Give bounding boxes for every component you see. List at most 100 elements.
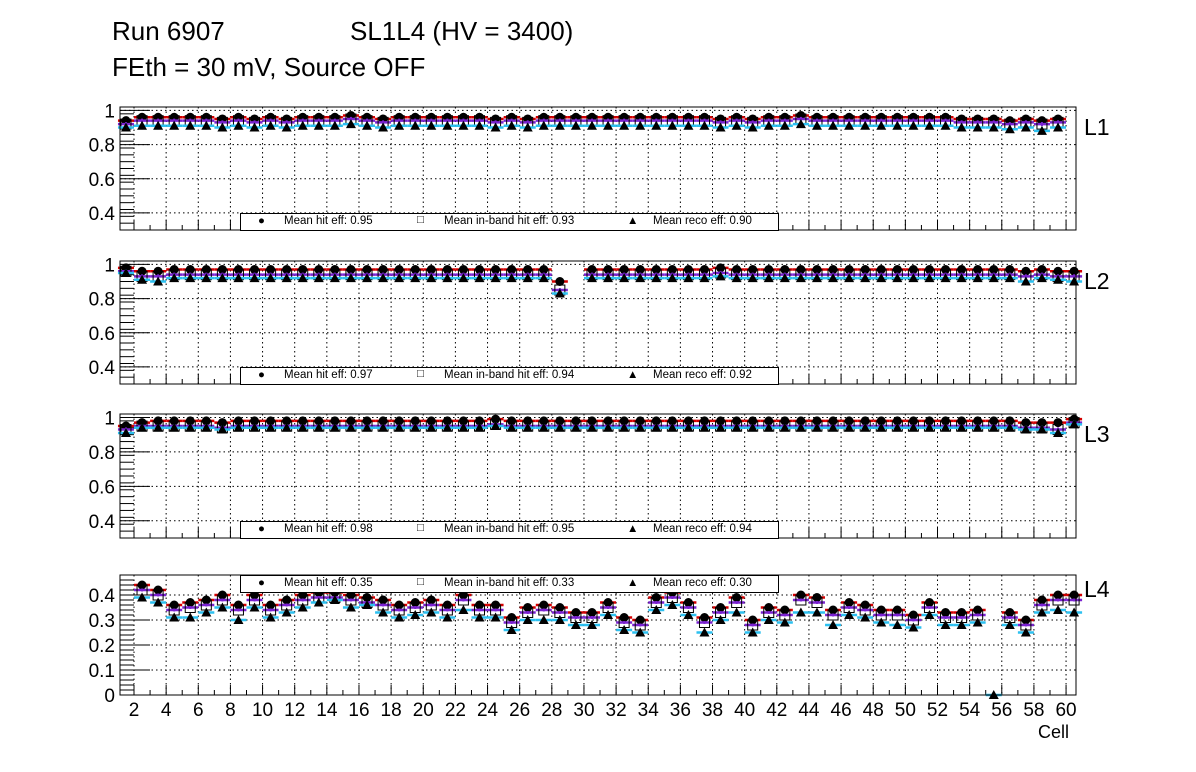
data-point-reco xyxy=(763,615,774,624)
data-point-reco xyxy=(844,120,855,130)
x-tick-label: 36 xyxy=(670,700,691,721)
data-point-reco xyxy=(683,120,694,130)
square-marker-icon: □ xyxy=(417,522,424,534)
data-point-reco xyxy=(506,273,517,283)
data-point-hit xyxy=(1053,418,1063,428)
data-point-reco xyxy=(619,625,630,634)
data-point-reco xyxy=(1036,424,1047,434)
data-point-reco xyxy=(169,120,180,130)
legend-l3: ● Mean hit eff: 0.98 □ Mean in-band hit ef… xyxy=(240,521,779,539)
data-point-reco xyxy=(297,602,308,612)
panel-label-l3: L3 xyxy=(1084,421,1110,447)
data-point-reco xyxy=(1020,276,1031,286)
data-point-reco xyxy=(554,288,565,298)
data-point-reco xyxy=(281,607,292,617)
data-point-reco xyxy=(313,422,324,432)
y-tick-label: 0.4 xyxy=(89,586,116,607)
data-point-reco xyxy=(378,607,389,617)
data-point-reco xyxy=(538,273,549,283)
data-point-reco xyxy=(249,422,260,432)
data-point-reco xyxy=(506,625,517,634)
data-point-reco xyxy=(619,120,630,130)
data-point-reco xyxy=(249,602,260,612)
data-point-reco xyxy=(490,273,501,283)
x-tick-label: 56 xyxy=(991,700,1012,721)
data-point-reco xyxy=(635,422,646,432)
data-point-reco xyxy=(683,273,694,283)
data-point-reco xyxy=(795,273,806,283)
y-tick-label: 0.2 xyxy=(89,636,115,657)
data-point-reco xyxy=(570,120,581,130)
data-point-reco xyxy=(972,122,983,132)
x-tick-label: 46 xyxy=(831,700,852,721)
data-point-reco xyxy=(297,120,308,130)
data-point-reco xyxy=(1004,124,1015,134)
data-point-reco xyxy=(538,615,549,624)
legend-inband: Mean in-band hit eff: 0.94 xyxy=(444,369,575,381)
data-point-reco xyxy=(538,422,549,432)
x-tick-label: 42 xyxy=(766,700,787,721)
data-point-reco xyxy=(474,273,485,283)
legend-reco: Mean reco eff: 0.30 xyxy=(653,577,752,589)
data-point-reco xyxy=(715,615,726,624)
data-point-reco xyxy=(747,273,758,283)
data-point-reco xyxy=(120,427,131,437)
data-point-reco xyxy=(281,122,292,132)
data-point-reco xyxy=(249,122,260,132)
data-point-reco xyxy=(506,422,517,432)
data-point-reco xyxy=(362,273,373,283)
data-point-reco xyxy=(1036,125,1047,135)
data-point-reco xyxy=(522,122,533,132)
legend-l1: ● Mean hit eff: 0.95 □ Mean in-band hit ef… xyxy=(240,213,779,231)
data-point-reco xyxy=(1053,122,1064,132)
data-point-reco xyxy=(1069,276,1080,286)
x-axis-label: Cell xyxy=(1038,722,1070,742)
data-point-reco xyxy=(1020,122,1031,132)
data-point-reco xyxy=(394,612,405,622)
data-point-reco xyxy=(763,422,774,432)
panel-l2: 0.4 0.6 0.8 1 xyxy=(89,255,1083,385)
y-tick-label: 1 xyxy=(104,255,115,276)
data-point-reco xyxy=(474,612,485,622)
y-tick-label: 1 xyxy=(104,101,115,122)
x-tick-label: 2 xyxy=(129,700,140,721)
data-point-reco xyxy=(506,120,517,130)
series-reco xyxy=(117,419,1083,437)
data-point-reco xyxy=(345,602,356,612)
series-inband xyxy=(134,584,1083,631)
data-point-reco xyxy=(442,422,453,432)
data-point-reco xyxy=(795,607,806,617)
x-tick-label: 52 xyxy=(927,700,948,721)
data-point-reco xyxy=(1069,607,1080,617)
data-point-reco xyxy=(329,120,340,130)
panel-label-l4: L4 xyxy=(1084,576,1110,602)
data-point-reco xyxy=(844,422,855,432)
circle-marker-icon: ● xyxy=(258,577,265,589)
data-point-reco xyxy=(811,120,822,130)
x-tick-label: 14 xyxy=(316,700,338,721)
data-point-reco xyxy=(313,120,324,130)
data-point-reco xyxy=(153,276,164,286)
data-point-reco xyxy=(153,597,164,607)
data-point-reco xyxy=(972,617,983,627)
data-point-reco xyxy=(779,617,790,627)
data-point-reco xyxy=(924,120,935,130)
data-point-reco xyxy=(201,422,212,432)
data-point-reco xyxy=(956,620,967,629)
data-point-reco xyxy=(924,273,935,283)
data-point-reco xyxy=(185,612,196,622)
y-tick-label: 0.6 xyxy=(89,170,115,191)
y-tick-label: 0.4 xyxy=(89,204,116,225)
data-point-reco xyxy=(490,122,501,132)
data-point-reco xyxy=(779,273,790,283)
data-point-reco xyxy=(217,273,228,283)
data-point-reco xyxy=(522,422,533,432)
data-point-reco xyxy=(137,422,148,432)
data-point-reco xyxy=(522,273,533,283)
data-point-reco xyxy=(410,610,421,619)
series-reco xyxy=(134,592,1083,699)
data-point-reco xyxy=(265,120,276,130)
x-tick-label: 10 xyxy=(252,700,273,721)
data-point-reco xyxy=(972,422,983,432)
data-point-reco xyxy=(619,273,630,283)
